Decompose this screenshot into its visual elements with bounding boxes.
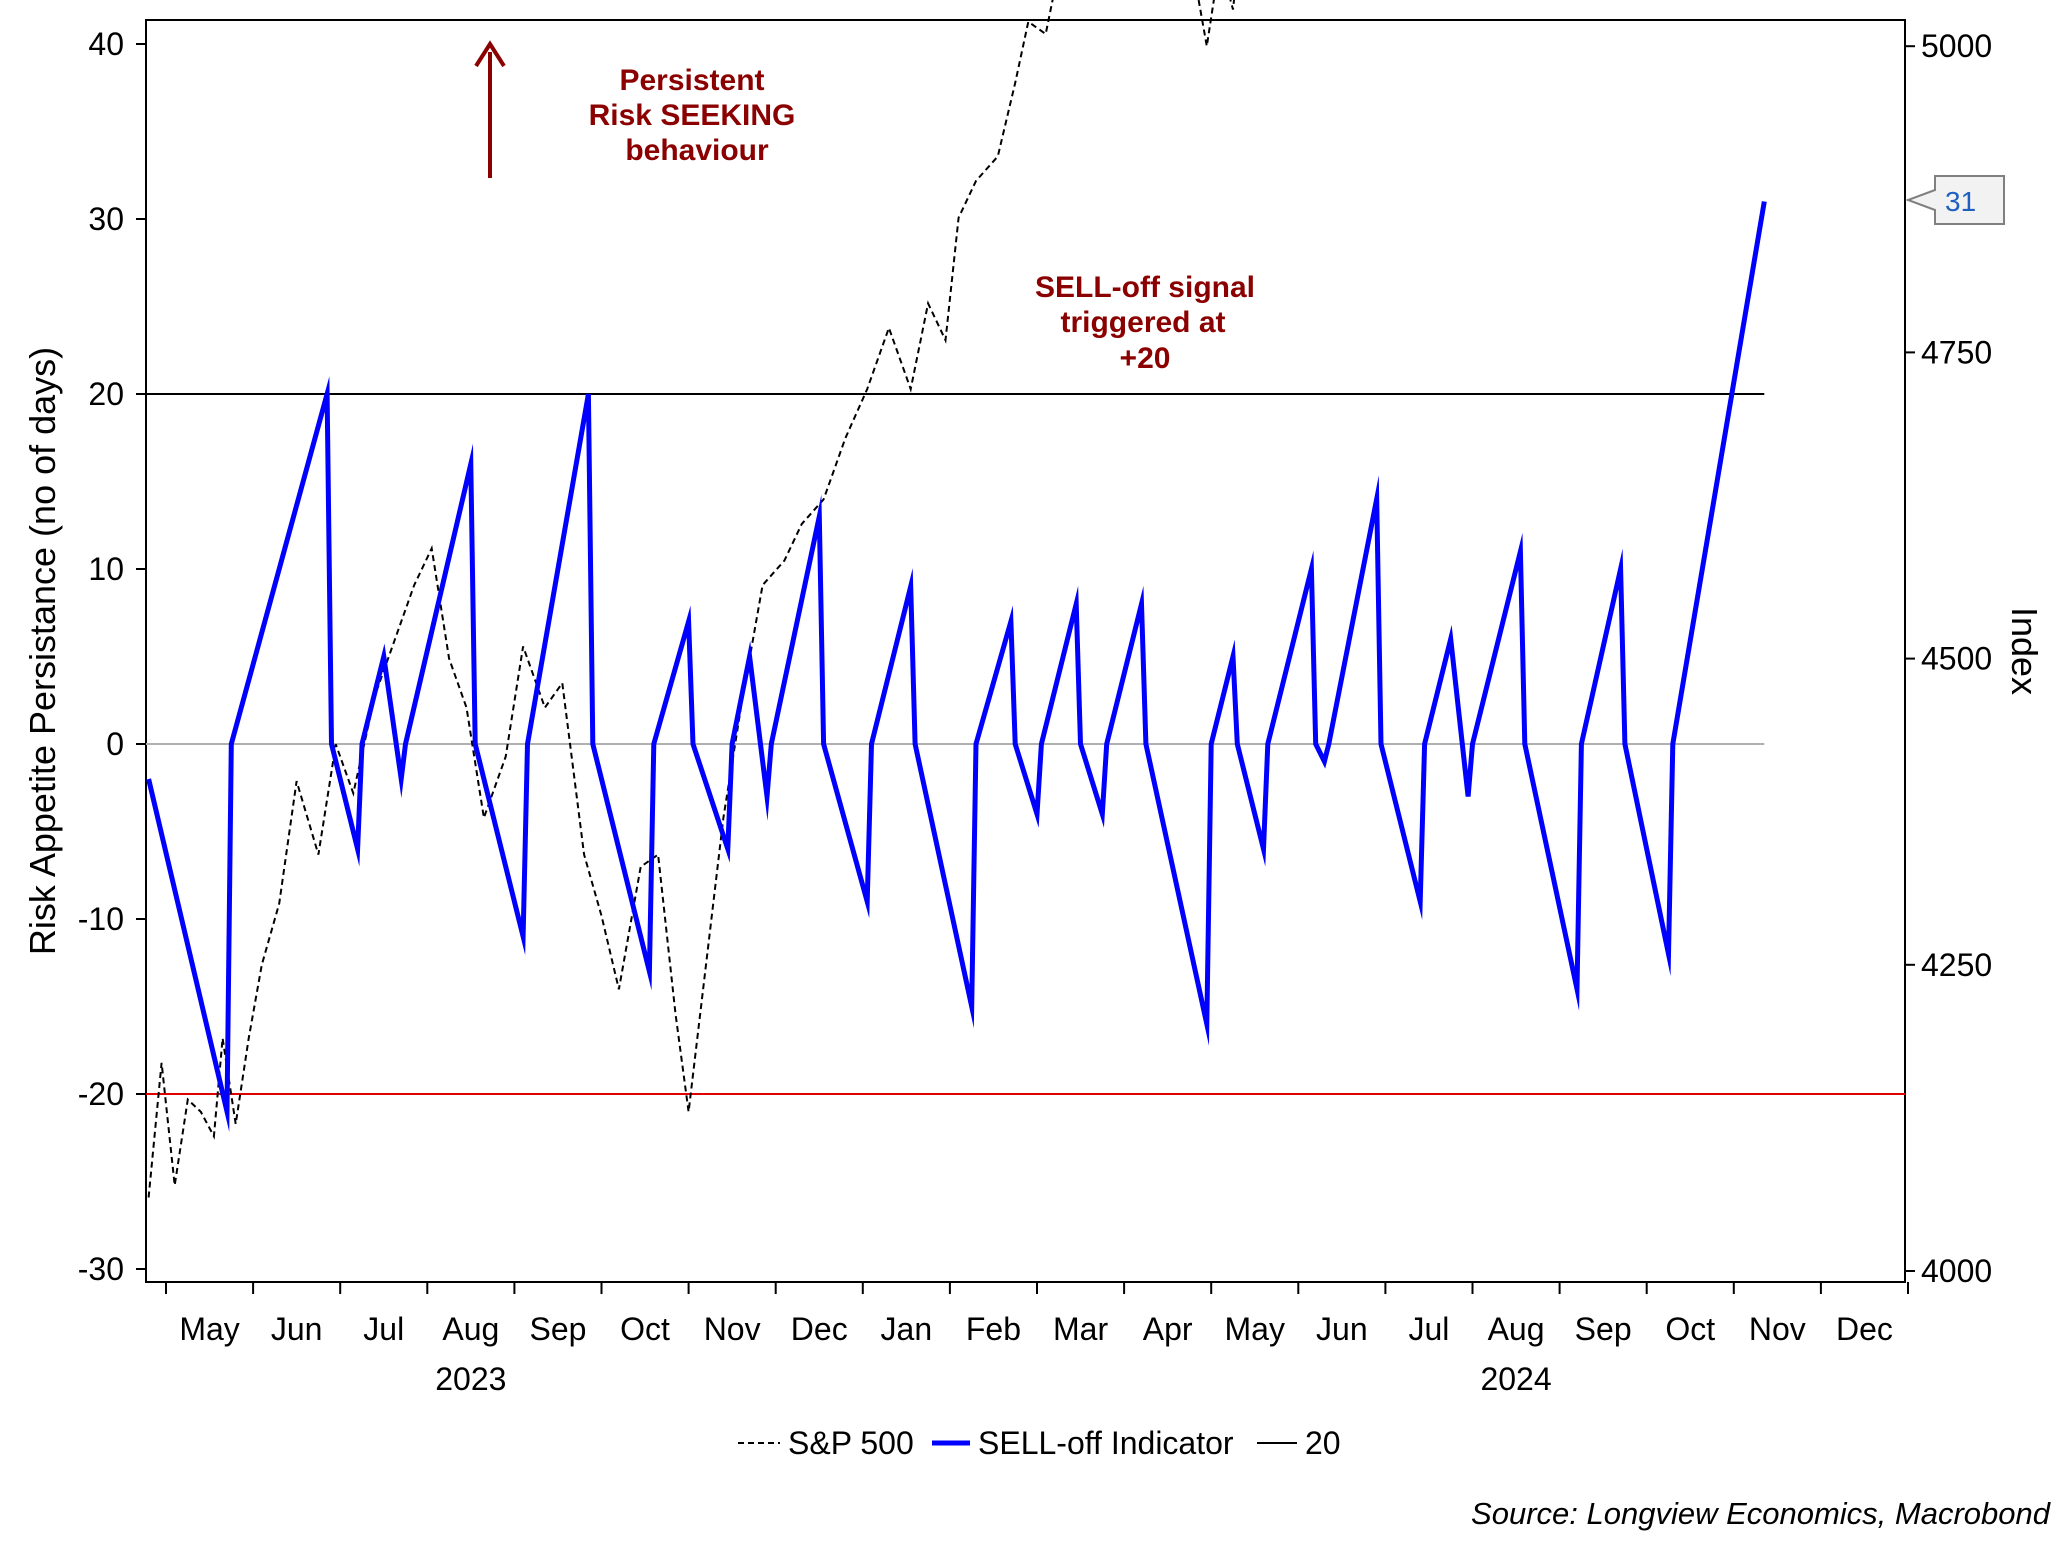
x-axis-month-label: Sep — [529, 1311, 586, 1347]
x-axis-month-label: Jan — [881, 1311, 933, 1347]
right-axis: 600057505500525050004750450042504000 — [1905, 28, 1992, 1289]
left-axis-title: Risk Appetite Persistance (no of days) — [22, 347, 63, 955]
x-axis-month-label: Sep — [1575, 1311, 1632, 1347]
x-axis-year-label: 2024 — [1480, 1361, 1551, 1397]
annotation-risk-seeking-line-2: Risk SEEKING — [589, 99, 796, 132]
x-axis-month-label: Jun — [1316, 1311, 1368, 1347]
annotation-selloff-line-1: SELL-off signal — [1035, 271, 1255, 304]
selloff-indicator-line — [146, 201, 1767, 1132]
x-axis-month-label: Jun — [271, 1311, 323, 1347]
x-axis-month-label: Feb — [966, 1311, 1021, 1347]
x-axis-month-label: May — [179, 1311, 239, 1347]
annotation-risk-seeking-line-3: behaviour — [625, 134, 769, 167]
end-value-box — [1905, 175, 2005, 225]
x-axis-month-label: Mar — [1053, 1311, 1108, 1347]
x-axis-month-label: Aug — [442, 1311, 499, 1347]
series-sp500 — [147, 0, 1236, 1198]
annotation-risk-seeking-line-1: Persistent — [619, 64, 764, 97]
x-axis-month-label: Jul — [1408, 1311, 1449, 1347]
right-axis-title: Index — [2004, 607, 2045, 695]
legend-label-indicator: SELL-off Indicator — [978, 1425, 1234, 1461]
source-note: Source: Longview Economics, Macrobond — [1471, 1496, 2052, 1531]
plot-frame — [145, 19, 1906, 1283]
series-selloff-indicator — [146, 201, 1767, 1132]
x-axis-month-label: Oct — [620, 1311, 670, 1347]
x-axis-month-label: Nov — [1749, 1311, 1806, 1347]
x-axis-month-label: May — [1225, 1311, 1285, 1347]
right-axis-tick-label: 4500 — [1921, 641, 1992, 677]
left-axis: 40 30 20 10 0 -10 -20 -30 — [78, 26, 146, 1287]
legend: S&P 500 SELL-off Indicator 20 — [738, 1425, 1341, 1461]
right-axis-tick-label: 5000 — [1921, 28, 1992, 64]
annotation-risk-seeking: Persistent Risk SEEKING behaviour — [474, 40, 796, 178]
right-axis-tick-label: 4250 — [1921, 947, 1992, 983]
right-axis-tick-label: 4750 — [1921, 334, 1992, 370]
x-axis-month-label: Jul — [363, 1311, 404, 1347]
reference-lines — [146, 393, 1905, 1095]
x-axis-month-label: Oct — [1665, 1311, 1715, 1347]
end-value-callout: 31 — [1905, 175, 2005, 225]
left-axis-tick-label: 0 — [106, 726, 124, 762]
legend-label-sp500: S&P 500 — [788, 1425, 914, 1461]
annotation-selloff-line-3: +20 — [1120, 342, 1171, 375]
left-axis-tick-label: -20 — [78, 1076, 124, 1112]
x-axis-year-label: 2023 — [435, 1361, 506, 1397]
left-axis-tick-label: 10 — [88, 551, 124, 587]
right-axis-tick-label: 4000 — [1921, 1253, 1992, 1289]
x-axis-month-label: Dec — [1836, 1311, 1893, 1347]
sp500-line — [147, 0, 1236, 1198]
annotation-selloff-line-2: triggered at — [1060, 306, 1225, 339]
legend-label-20: 20 — [1305, 1425, 1341, 1461]
up-arrow-icon — [474, 40, 506, 68]
x-axis: May Jun Jul Aug Sep Oct Nov Dec Jan Feb Mar Apr May J… — [165, 1282, 1909, 1397]
x-axis-month-label: Apr — [1143, 1311, 1193, 1347]
x-axis-month-label: Aug — [1488, 1311, 1545, 1347]
left-axis-tick-label: -30 — [78, 1251, 124, 1287]
x-axis-month-label: Dec — [791, 1311, 848, 1347]
left-axis-tick-label: 20 — [88, 376, 124, 412]
left-axis-tick-label: -10 — [78, 901, 124, 937]
left-axis-tick-label: 30 — [88, 201, 124, 237]
annotation-selloff-signal: SELL-off signal triggered at +20 — [1035, 271, 1255, 375]
end-value-label: 31 — [1945, 186, 1976, 217]
left-axis-tick-label: 40 — [88, 26, 124, 62]
x-axis-month-label: Nov — [704, 1311, 761, 1347]
